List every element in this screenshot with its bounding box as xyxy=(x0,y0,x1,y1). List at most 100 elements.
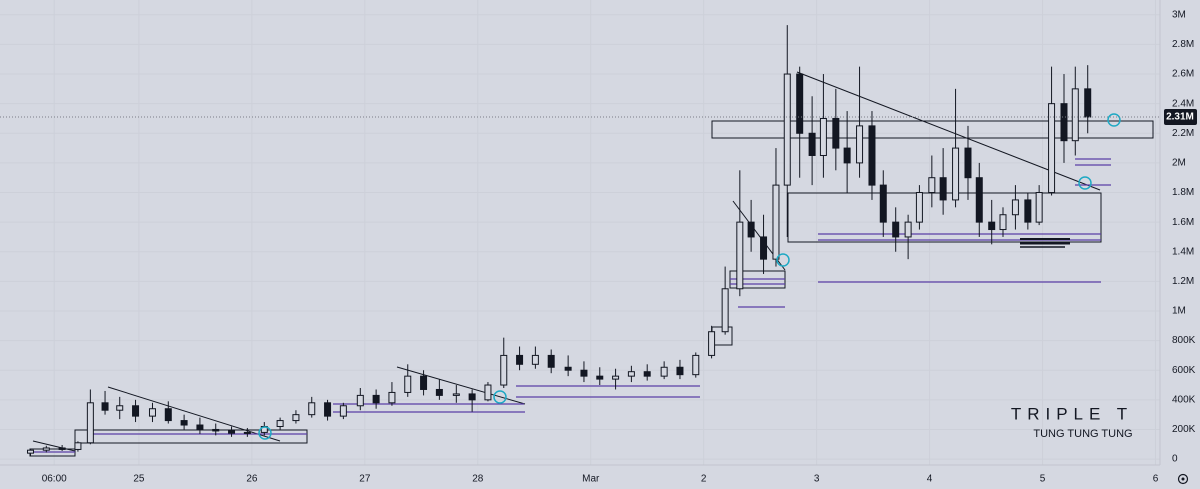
candle-body xyxy=(276,420,284,427)
y-tick-label: 1.2M xyxy=(1172,276,1194,287)
candle-body xyxy=(74,442,82,450)
candle-body xyxy=(388,391,396,404)
candle-body xyxy=(452,393,460,396)
candle-body xyxy=(627,371,635,377)
candle-body xyxy=(939,177,947,201)
candle-body xyxy=(772,184,780,260)
candle-body xyxy=(643,371,651,377)
y-tick-label: 400K xyxy=(1172,394,1196,405)
x-tick-label: 25 xyxy=(133,474,145,485)
candle-body xyxy=(148,408,156,417)
candle-body xyxy=(856,125,864,164)
candle-body xyxy=(308,402,316,416)
candle-body xyxy=(516,354,524,365)
candle-body xyxy=(243,431,251,434)
candle-body xyxy=(843,147,851,164)
candle-body xyxy=(676,366,684,376)
y-tick-label: 1.4M xyxy=(1172,246,1194,257)
candle-body xyxy=(892,221,900,238)
candle-body xyxy=(596,375,604,380)
candle-body xyxy=(132,405,140,417)
x-tick-label: 2 xyxy=(701,474,707,485)
y-tick-label: 800K xyxy=(1172,335,1196,346)
candle-body xyxy=(339,405,347,417)
last-price-label: 2.31M xyxy=(1166,112,1194,123)
watermark: TRIPLE T xyxy=(1011,404,1133,423)
y-tick-label: 200K xyxy=(1172,424,1196,435)
candle-body xyxy=(212,428,220,432)
y-tick-label: 1.8M xyxy=(1172,187,1194,198)
candle-body xyxy=(808,132,816,156)
candle-body xyxy=(692,354,700,376)
candle-body xyxy=(915,192,923,223)
x-tick-label: 4 xyxy=(927,474,933,485)
x-tick-label: 27 xyxy=(359,474,371,485)
candle-body xyxy=(868,125,876,186)
x-tick-label: 26 xyxy=(246,474,258,485)
y-tick-label: 600K xyxy=(1172,365,1196,376)
candle-body xyxy=(180,420,188,426)
candle-body xyxy=(747,221,755,238)
candle-body xyxy=(1011,199,1019,216)
candle-body xyxy=(228,430,236,434)
candle-body xyxy=(564,366,572,371)
candle-body xyxy=(116,405,124,411)
candle-body xyxy=(26,449,34,454)
trend-line xyxy=(396,366,526,405)
y-tick-label: 2M xyxy=(1172,158,1186,169)
candle-body xyxy=(975,177,983,223)
candle-body xyxy=(796,73,804,134)
candle-body xyxy=(1060,103,1068,142)
candle-body xyxy=(708,331,716,356)
candle-body xyxy=(721,288,729,333)
candle-body xyxy=(547,354,555,368)
x-tick-label: 3 xyxy=(814,474,820,485)
y-tick-label: 1M xyxy=(1172,306,1186,317)
candle-body xyxy=(964,147,972,179)
candle-body xyxy=(988,221,996,231)
x-tick-label: 28 xyxy=(472,474,484,485)
y-tick-label: 1.6M xyxy=(1172,217,1194,228)
subtitle: TUNG TUNG TUNG xyxy=(1033,428,1132,440)
candle-body xyxy=(1035,192,1043,223)
candle-body xyxy=(196,424,204,430)
candle-body xyxy=(468,393,476,401)
candle-body xyxy=(531,354,539,365)
x-tick-label: Mar xyxy=(582,474,600,485)
zone-box xyxy=(711,120,1154,139)
candle-body xyxy=(760,236,768,260)
candle-body xyxy=(660,366,668,377)
trend-line xyxy=(107,386,281,442)
settings-icon[interactable] xyxy=(1177,473,1189,485)
last-price-box xyxy=(1164,108,1197,125)
candle-body xyxy=(904,221,912,238)
y-tick-label: 0 xyxy=(1172,454,1178,465)
candle-body xyxy=(736,221,744,290)
markers xyxy=(258,113,1121,440)
candle-body xyxy=(1071,88,1079,142)
candle-body xyxy=(372,394,380,404)
candle-body xyxy=(420,375,428,390)
candle-body xyxy=(164,408,172,422)
y-tick-label: 3M xyxy=(1172,9,1186,20)
x-tick-label: 6 xyxy=(1153,474,1159,485)
candle-body xyxy=(832,117,840,149)
candle-body xyxy=(879,184,887,223)
candle-body xyxy=(356,394,364,407)
candle-body xyxy=(1084,88,1092,118)
candle-body xyxy=(292,414,300,422)
candle-body xyxy=(952,147,960,201)
candle-body xyxy=(101,402,109,411)
candle-body xyxy=(484,384,492,401)
candle-body xyxy=(86,402,94,444)
candle-body xyxy=(783,73,791,186)
y-tick-label: 2.4M xyxy=(1172,98,1194,109)
candle-body xyxy=(1048,103,1056,194)
candle-body xyxy=(1024,199,1032,223)
y-tick-label: 2.8M xyxy=(1172,39,1194,50)
candle-body xyxy=(999,214,1007,231)
candle-body xyxy=(58,447,66,450)
candle-body xyxy=(500,354,508,386)
